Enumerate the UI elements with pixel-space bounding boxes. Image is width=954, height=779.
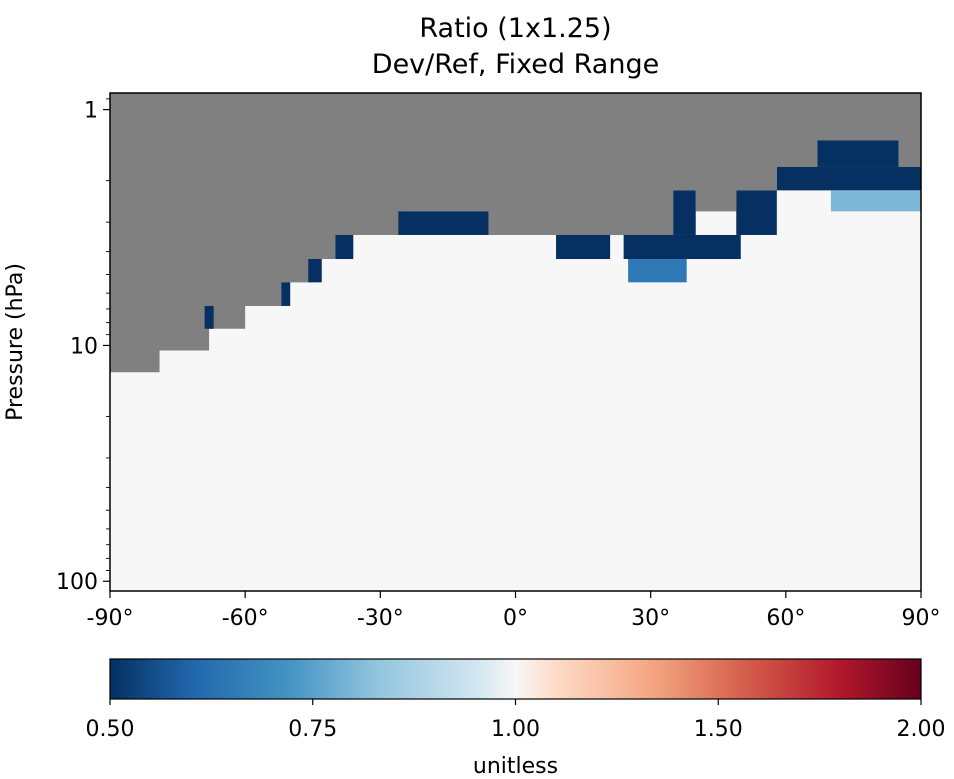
colorbar-tick-label: 1.00 (491, 717, 540, 742)
x-tick-label: -30° (357, 606, 404, 631)
heatmap-cell (308, 259, 322, 283)
chart-title: Ratio (1x1.25) (419, 13, 612, 44)
y-axis: 1 10 100 (56, 98, 110, 595)
x-tick-label: 0° (503, 606, 528, 631)
heatmap-layer (110, 93, 921, 591)
heatmap-cell (281, 282, 291, 306)
x-tick-label: -90° (87, 606, 134, 631)
y-tick-label: 1 (84, 99, 98, 124)
heatmap-cell (830, 190, 921, 212)
colorbar-tick-label: 2.00 (897, 717, 946, 742)
heatmap-cell (776, 166, 921, 191)
x-tick-label: 30° (631, 606, 670, 631)
y-tick-label: 100 (56, 570, 98, 595)
x-tick-label: 60° (766, 606, 805, 631)
colorbar-axis: 0.50 0.75 1.00 1.50 2.00 (86, 699, 946, 742)
heatmap-cell (673, 190, 696, 235)
y-axis-label: Pressure (hPa) (3, 263, 28, 421)
colorbar-tick-label: 1.50 (694, 717, 743, 742)
heatmap-cell (623, 234, 741, 260)
heatmap-cell (736, 190, 777, 235)
colorbar-label: unitless (473, 754, 558, 779)
x-tick-label: -60° (222, 606, 269, 631)
heatmap-cell (204, 305, 214, 329)
colorbar-tick-label: 0.50 (86, 717, 135, 742)
colorbar-tick-label: 0.75 (288, 717, 337, 742)
colorbar (109, 658, 922, 700)
heatmap-cell (817, 140, 899, 167)
heatmap-cell (556, 234, 611, 260)
y-tick-label: 10 (70, 334, 98, 359)
heatmap-cell (335, 234, 354, 260)
heatmap-cell (398, 211, 489, 235)
x-tick-label: 90° (902, 606, 941, 631)
x-axis: -90° -60° -30° 0° 30° 60° 90° (87, 591, 941, 631)
heatmap-cell (628, 259, 687, 283)
chart-subtitle: Dev/Ref, Fixed Range (371, 49, 660, 80)
